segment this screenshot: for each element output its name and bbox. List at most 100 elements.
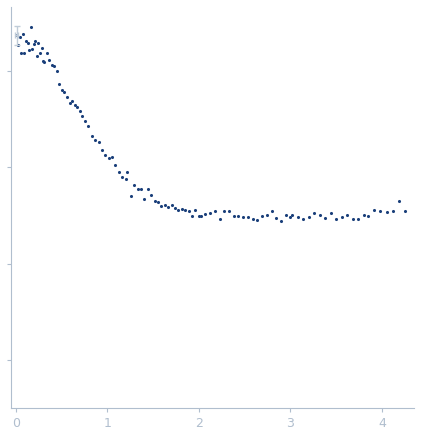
Point xyxy=(119,173,125,180)
Point xyxy=(15,41,21,48)
Point xyxy=(360,212,367,219)
Point xyxy=(122,175,129,182)
Point xyxy=(355,215,362,222)
Point xyxy=(53,67,60,74)
Point xyxy=(74,104,80,111)
Point xyxy=(59,87,65,94)
Point xyxy=(56,81,63,88)
Point xyxy=(128,192,134,199)
Point xyxy=(311,210,317,217)
Point xyxy=(40,57,47,64)
Point xyxy=(316,212,323,218)
Point xyxy=(189,213,195,220)
Point xyxy=(88,132,95,139)
Point xyxy=(71,101,78,108)
Point xyxy=(202,211,209,218)
Point xyxy=(383,208,390,215)
Point xyxy=(18,50,25,57)
Point xyxy=(37,49,43,56)
Point xyxy=(216,215,223,222)
Point xyxy=(349,215,356,222)
Point xyxy=(328,210,334,217)
Point xyxy=(249,215,256,222)
Point xyxy=(282,212,289,218)
Point xyxy=(46,56,53,63)
Point xyxy=(41,59,48,66)
Point xyxy=(268,207,275,214)
Point xyxy=(64,93,70,100)
Point xyxy=(207,209,213,216)
Point xyxy=(172,205,179,212)
Point xyxy=(38,44,45,51)
Point xyxy=(23,38,29,45)
Point xyxy=(115,168,122,175)
Point xyxy=(85,122,92,129)
Point xyxy=(226,207,232,214)
Point xyxy=(277,217,284,224)
Point xyxy=(338,213,345,220)
Point xyxy=(29,45,36,52)
Point xyxy=(51,62,58,69)
Point xyxy=(99,147,105,154)
Point xyxy=(322,215,329,222)
Point xyxy=(305,214,312,221)
Point xyxy=(92,136,99,143)
Point xyxy=(168,202,175,209)
Point xyxy=(61,89,68,96)
Point xyxy=(165,204,172,211)
Point xyxy=(19,31,26,38)
Point xyxy=(158,202,165,209)
Point xyxy=(273,215,280,222)
Point xyxy=(32,38,39,45)
Point xyxy=(69,97,75,104)
Point xyxy=(124,168,131,175)
Point xyxy=(21,49,28,56)
Point xyxy=(344,212,351,218)
Point xyxy=(66,99,73,106)
Point xyxy=(179,205,185,212)
Point xyxy=(78,113,85,120)
Point xyxy=(112,162,119,169)
Point xyxy=(240,213,247,220)
Point xyxy=(185,208,192,215)
Point xyxy=(141,195,148,202)
Point xyxy=(34,52,40,59)
Point xyxy=(245,213,251,220)
Point xyxy=(148,191,155,198)
Point xyxy=(254,216,261,223)
Point xyxy=(300,215,306,222)
Point xyxy=(77,107,83,114)
Point xyxy=(35,39,42,46)
Point xyxy=(48,62,55,69)
Point xyxy=(27,24,34,31)
Point xyxy=(13,32,20,39)
Point xyxy=(289,211,296,218)
Point xyxy=(105,154,112,161)
Point xyxy=(294,213,301,220)
Point xyxy=(43,49,50,56)
Point xyxy=(197,212,204,219)
Point xyxy=(192,207,199,214)
Point xyxy=(175,206,182,213)
Point xyxy=(24,40,31,47)
Point xyxy=(195,213,202,220)
Point xyxy=(82,118,88,125)
Point xyxy=(16,34,23,41)
Point xyxy=(235,212,242,219)
Point xyxy=(230,213,237,220)
Point xyxy=(144,185,151,192)
Point xyxy=(138,185,144,192)
Point xyxy=(155,198,161,205)
Point xyxy=(211,207,218,214)
Point xyxy=(95,139,102,146)
Point xyxy=(264,212,270,218)
Point xyxy=(162,202,168,209)
Point xyxy=(102,152,109,159)
Point xyxy=(221,208,228,215)
Point xyxy=(287,213,294,220)
Point xyxy=(259,212,266,219)
Point xyxy=(131,181,138,188)
Point xyxy=(389,208,396,215)
Point xyxy=(109,153,115,160)
Point xyxy=(365,212,372,219)
